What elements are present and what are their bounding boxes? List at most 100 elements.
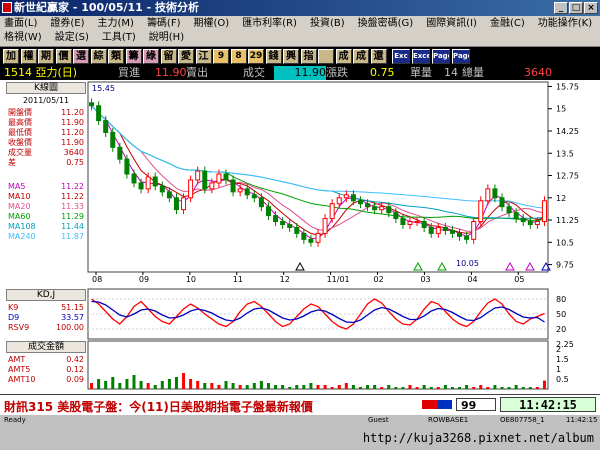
candle-body xyxy=(209,182,215,190)
amt-bar xyxy=(323,385,327,389)
toolbar-button-5[interactable]: 綜 xyxy=(90,49,107,64)
kd-info-panel: KD,J K9 51.15 D9 33.57 RSV9 100.00 xyxy=(6,289,86,339)
status-code: OE807758_1 xyxy=(500,416,545,424)
ticker-text[interactable]: 財訊315 美股電子盤：今(11)日美股期指電子盤最新報價 xyxy=(4,400,313,414)
amt-y-tick-label: 2 xyxy=(556,345,561,354)
ma-line-5 xyxy=(91,105,545,209)
total-value: 3640 xyxy=(524,66,552,79)
candle-body xyxy=(365,203,371,208)
toolbar-button-20[interactable]: 成 xyxy=(353,49,369,64)
menu-item-r2-2[interactable]: 工具(T) xyxy=(101,32,136,43)
watermark-strip: http://kuja3268.pixnet.net/album xyxy=(0,426,600,450)
amt-bar xyxy=(146,383,150,389)
candle-body xyxy=(534,221,540,225)
toolbar-button-2[interactable]: 期 xyxy=(38,49,54,64)
toolbar-button-12[interactable]: 9 xyxy=(213,49,229,64)
toolbar-icon-0[interactable]: Exc xyxy=(392,49,410,64)
kd-panel-title[interactable]: KD,J xyxy=(6,289,86,301)
menu-item-3[interactable]: 籌碼(F) xyxy=(146,18,181,29)
candle-body xyxy=(188,179,194,199)
amt-panel-title[interactable]: 成交金額 xyxy=(6,341,86,353)
maximize-button[interactable]: □ xyxy=(569,2,583,14)
amt-bar xyxy=(132,375,136,389)
amt-bar xyxy=(238,385,242,389)
candle-body xyxy=(251,194,257,199)
toolbar-button-7[interactable]: 籌 xyxy=(125,49,142,64)
toolbar-button-1[interactable]: 權 xyxy=(20,49,37,64)
k-y-tick-label: 15 xyxy=(556,105,566,114)
menu-item-r2-3[interactable]: 說明(H) xyxy=(148,32,185,43)
toolbar-button-17[interactable]: 指 xyxy=(300,49,317,64)
kdfields-row: D9 33.57 xyxy=(8,313,84,322)
menu-item-6[interactable]: 投資(B) xyxy=(309,18,345,29)
k-y-tick-label: 12 xyxy=(556,194,566,203)
toolbar-button-10[interactable]: 愛 xyxy=(178,49,194,64)
toolbar-icon-3[interactable]: Page xyxy=(452,49,470,64)
toolbar-button-15[interactable]: 錢 xyxy=(265,49,282,64)
amt-bar xyxy=(217,385,221,389)
menu-item-10[interactable]: 功能操作(K) xyxy=(537,18,593,29)
k-x-tick-label: 12 xyxy=(280,275,290,284)
toolbar-button-18[interactable] xyxy=(318,49,334,64)
toolbar-button-0[interactable]: 加 xyxy=(3,49,19,64)
candle-body xyxy=(110,131,116,148)
candle-body xyxy=(280,221,286,225)
app-icon xyxy=(2,2,12,13)
toolbar-button-14[interactable]: 29 xyxy=(248,49,264,64)
toolbar-button-21[interactable]: 還 xyxy=(370,49,387,64)
lot-label: 單量 xyxy=(410,66,432,79)
k-y-tick-label: 11.25 xyxy=(556,216,579,225)
toolbar-button-13[interactable]: 8 xyxy=(230,49,247,64)
candle-body xyxy=(400,218,406,225)
candle-body xyxy=(294,226,300,234)
amt-bar xyxy=(387,385,391,389)
amt-y-tick-label: 1 xyxy=(556,365,561,374)
amt-bar xyxy=(167,379,171,389)
candle-body xyxy=(273,215,279,223)
amt-bar xyxy=(266,383,270,389)
toolbar-button-8[interactable]: 綠 xyxy=(143,49,159,64)
menu-item-9[interactable]: 金融(C) xyxy=(489,18,525,29)
candle-body xyxy=(96,105,102,122)
toolbar-button-16[interactable]: 興 xyxy=(283,49,299,64)
toolbar-button-6[interactable]: 類 xyxy=(108,49,124,64)
menu-item-1[interactable]: 證券(E) xyxy=(50,18,85,29)
toolbar-icon-2[interactable]: Page xyxy=(432,49,450,64)
menu-item-8[interactable]: 國際資訊(I) xyxy=(426,18,477,29)
menu-item-4[interactable]: 期權(O) xyxy=(193,18,230,29)
amt-bar xyxy=(189,379,193,389)
menu-item-0[interactable]: 畫面(L) xyxy=(4,18,38,29)
k-panel-title[interactable]: K線圖 xyxy=(6,82,86,94)
candle-body xyxy=(442,226,448,231)
candle-body xyxy=(322,218,328,234)
toolbar-button-4[interactable]: 選 xyxy=(73,49,89,64)
amt-bar xyxy=(380,387,384,389)
title-bar[interactable]: 新世紀贏家 - 100/05/11 - 技術分析 _ □ × xyxy=(0,0,600,16)
amt-bar xyxy=(252,383,256,389)
toolbar-icon-1[interactable]: Excel xyxy=(412,49,430,64)
amt-bar xyxy=(479,385,483,389)
amt-bar xyxy=(90,383,94,389)
amt-bar xyxy=(415,387,419,389)
window-title: 新世紀贏家 - 100/05/11 - 技術分析 xyxy=(14,1,200,14)
candle-body xyxy=(506,206,512,214)
toolbar-button-9[interactable]: 留 xyxy=(160,49,177,64)
minimize-button[interactable]: _ xyxy=(554,2,568,14)
menu-item-5[interactable]: 匯市利率(R) xyxy=(242,18,297,29)
amt-bar xyxy=(182,373,186,389)
candle-body xyxy=(492,188,498,199)
toolbar-button-3[interactable]: 價 xyxy=(55,49,72,64)
close-button[interactable]: × xyxy=(584,2,598,14)
toolbar-button-19[interactable]: 成 xyxy=(335,49,352,64)
k-y-tick-label: 13.5 xyxy=(556,149,574,158)
amt-y-tick-label: 0.5 xyxy=(556,375,569,384)
menu-item-2[interactable]: 主力(M) xyxy=(97,18,134,29)
toolbar-button-11[interactable]: 江 xyxy=(195,49,212,64)
chart-area[interactable]: K線圖 2011/05/11 開盤價 11.20 最高價 11.90 最低價 11.20 收… xyxy=(0,80,600,394)
menu-item-7[interactable]: 換盤密碼(G) xyxy=(357,18,414,29)
menu-item-r2-0[interactable]: 格視(W) xyxy=(4,32,42,43)
watermark-url: http://kuja3268.pixnet.net/album xyxy=(362,431,594,445)
menu-item-r2-1[interactable]: 設定(S) xyxy=(54,32,89,43)
status-ready: Ready xyxy=(4,416,26,424)
